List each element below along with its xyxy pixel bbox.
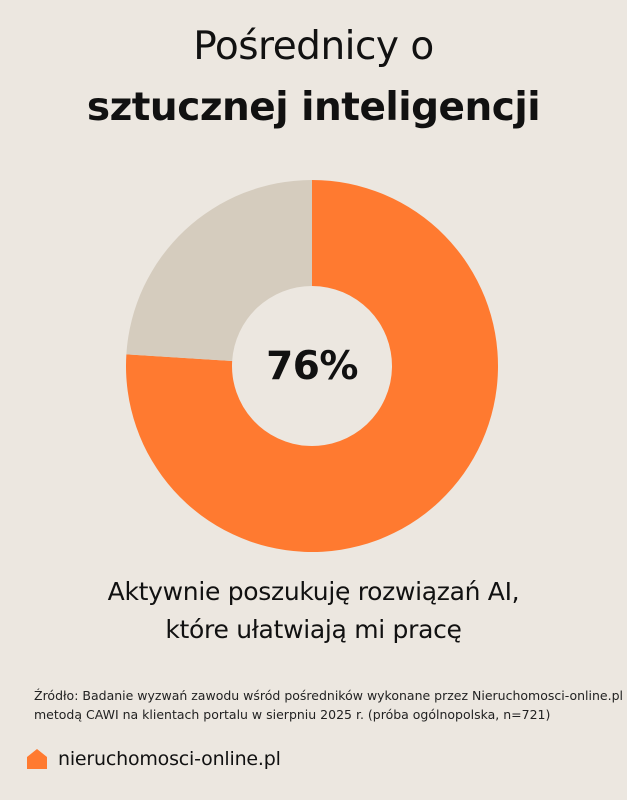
house-icon: [27, 749, 47, 769]
source-note: Źródło: Badanie wyzwań zawodu wśród pośr…: [34, 686, 623, 724]
donut-slice-0: [126, 180, 498, 552]
chart-caption: Aktywnie poszukuję rozwiązań AI, które u…: [0, 573, 627, 649]
title-line-2: sztucznej inteligencji: [86, 85, 541, 130]
source-line-1: Źródło: Badanie wyzwań zawodu wśród pośr…: [34, 688, 623, 703]
caption-line-2: które ułatwiają mi pracę: [165, 615, 462, 644]
brand-name: nieruchomosci-online.pl: [58, 748, 281, 770]
donut-chart: [126, 180, 498, 552]
caption-line-1: Aktywnie poszukuję rozwiązań AI,: [107, 577, 520, 606]
brand-logo[interactable]: nieruchomosci-online.pl: [26, 744, 281, 774]
title-line-1: Pośrednicy o: [193, 24, 434, 69]
source-line-2: metodą CAWI na klientach portalu w sierp…: [34, 707, 551, 722]
donut-slice-1: [126, 180, 312, 361]
